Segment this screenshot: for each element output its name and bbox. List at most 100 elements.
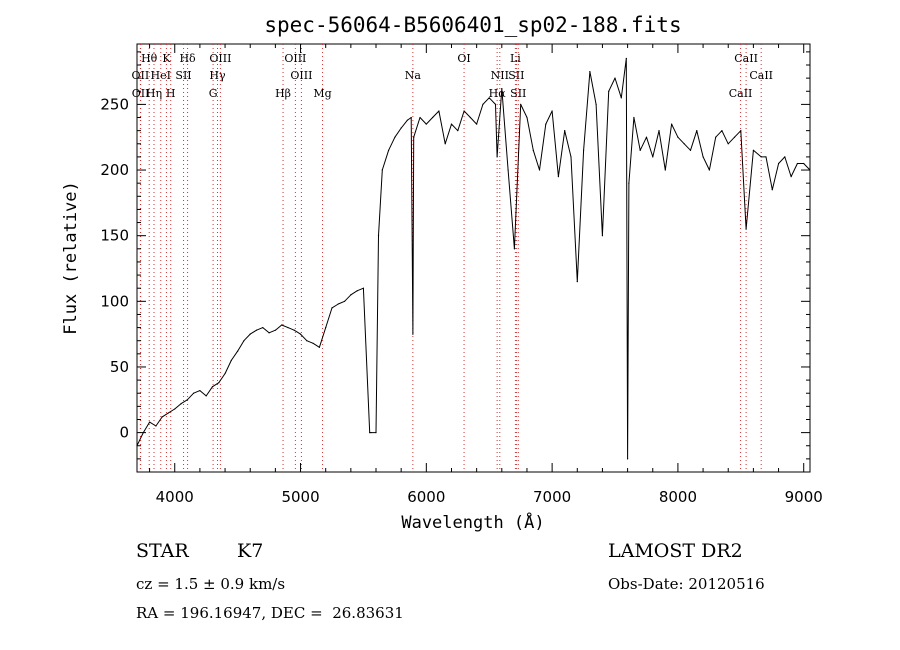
marker-label: Mg — [313, 87, 331, 100]
obs-date-readout: Obs-Date: 20120516 — [608, 575, 765, 593]
spectrum-point — [734, 137, 735, 138]
spectrum-point — [803, 163, 804, 164]
marker-label: Hα — [489, 87, 507, 100]
spectrum-point — [753, 150, 754, 151]
spectrum-point — [614, 78, 615, 79]
spectrum-point — [206, 395, 207, 396]
spectrum-point — [702, 156, 703, 157]
spectrum-point — [369, 432, 370, 433]
spectrum-point — [495, 104, 496, 105]
spectrum-point — [463, 110, 464, 111]
spectrum-point — [533, 150, 534, 151]
x-tick-label: 9000 — [785, 488, 823, 506]
spectrum-point — [690, 150, 691, 151]
y-axis-label: Flux (relative) — [61, 181, 81, 335]
spectrum-point — [419, 117, 420, 118]
spectrum-point — [778, 163, 779, 164]
y-axis-ticks: 0 50 100 150 200 250 — [100, 52, 810, 459]
spectrum-point — [382, 169, 383, 170]
spectrum-point — [627, 458, 628, 459]
y-tick-label: 150 — [100, 227, 129, 245]
marker-label: OII — [132, 69, 150, 82]
spectrum-point — [740, 130, 741, 131]
marker-label: OIII — [284, 52, 306, 65]
y-tick-label: 250 — [100, 95, 129, 113]
spectrum-point — [412, 334, 413, 335]
x-tick-label: 5000 — [281, 488, 319, 506]
spectrum-point — [545, 123, 546, 124]
spectrum-point — [476, 123, 477, 124]
spectrum-point — [677, 137, 678, 138]
spectrum-point — [388, 150, 389, 151]
spectrum-point — [621, 97, 622, 98]
spectrum-point — [520, 104, 521, 105]
spectrum-point — [306, 340, 307, 341]
spectrum-point — [709, 169, 710, 170]
spectrum-point — [331, 307, 332, 308]
spectrum-point — [231, 360, 232, 361]
spectrum-point — [507, 169, 508, 170]
spectrum-point — [149, 422, 150, 423]
spectrum-point — [287, 327, 288, 328]
spectrum-point — [640, 150, 641, 151]
redshift-readout: cz = 1.5 ± 0.9 km/s — [136, 575, 285, 593]
spectrum-point — [445, 143, 446, 144]
spectrum-point — [558, 176, 559, 177]
y-tick-label: 50 — [110, 358, 129, 376]
spectrum-point — [256, 330, 257, 331]
chart-title: spec-56064-B5606401_sp02-188.fits — [264, 13, 681, 37]
spectrum-point — [378, 235, 379, 236]
plot-frame — [137, 44, 810, 472]
spectrum-point — [791, 176, 792, 177]
spectrum-point — [275, 330, 276, 331]
spectrum-point — [583, 150, 584, 151]
marker-label: HeI — [151, 69, 171, 82]
spectrum-point — [671, 123, 672, 124]
spectrum-point — [224, 373, 225, 374]
spectrum-point — [457, 130, 458, 131]
spectrum-point — [338, 303, 339, 304]
object-class: STAR — [136, 540, 189, 562]
spectrum-point — [696, 130, 697, 131]
spectrum-point — [313, 343, 314, 344]
spectrum-point — [413, 137, 414, 138]
marker-label: OIII — [209, 52, 231, 65]
spectrum-point — [438, 110, 439, 111]
spectrum-point — [552, 110, 553, 111]
x-tick-label: 7000 — [533, 488, 571, 506]
marker-label: CaII — [749, 69, 773, 82]
marker-label: Hβ — [275, 87, 291, 100]
spectrum-point — [212, 386, 213, 387]
marker-label: Na — [405, 69, 422, 82]
survey-name: LAMOST DR2 — [608, 540, 743, 562]
spectrum-point — [319, 347, 320, 348]
x-tick-label: 8000 — [659, 488, 697, 506]
marker-label: K — [162, 52, 171, 65]
spectrum-point — [628, 183, 629, 184]
spectrum-point — [243, 340, 244, 341]
spectrum-point — [411, 117, 412, 118]
marker-label: OI — [457, 52, 470, 65]
marker-label: Hθ — [141, 52, 158, 65]
spectrum-point — [218, 382, 219, 383]
marker-label: Hη — [146, 87, 162, 100]
spectrum-point — [570, 156, 571, 157]
spectrum-point — [772, 189, 773, 190]
y-tick-label: 0 — [119, 424, 129, 442]
spectrum-point — [564, 130, 565, 131]
spectral-line-labels: Hθ K Hδ OIII OIII OI Li CaII OII HeI SII Hγ OIII Na NI… — [132, 52, 773, 100]
spectrum-point — [497, 156, 498, 157]
marker-label: Hδ — [179, 52, 196, 65]
spectrum-point — [268, 332, 269, 333]
spectrum-point — [363, 288, 364, 289]
spectrum-point — [745, 229, 746, 230]
object-subclass: K7 — [237, 540, 263, 562]
spectrum-point — [168, 412, 169, 413]
x-tick-label: 4000 — [156, 488, 194, 506]
spectrum-point — [652, 156, 653, 157]
spectrum-point — [589, 71, 590, 72]
spectral-line-markers — [140, 44, 761, 472]
spectrum-point — [765, 156, 766, 157]
spectrum-point — [608, 91, 609, 92]
